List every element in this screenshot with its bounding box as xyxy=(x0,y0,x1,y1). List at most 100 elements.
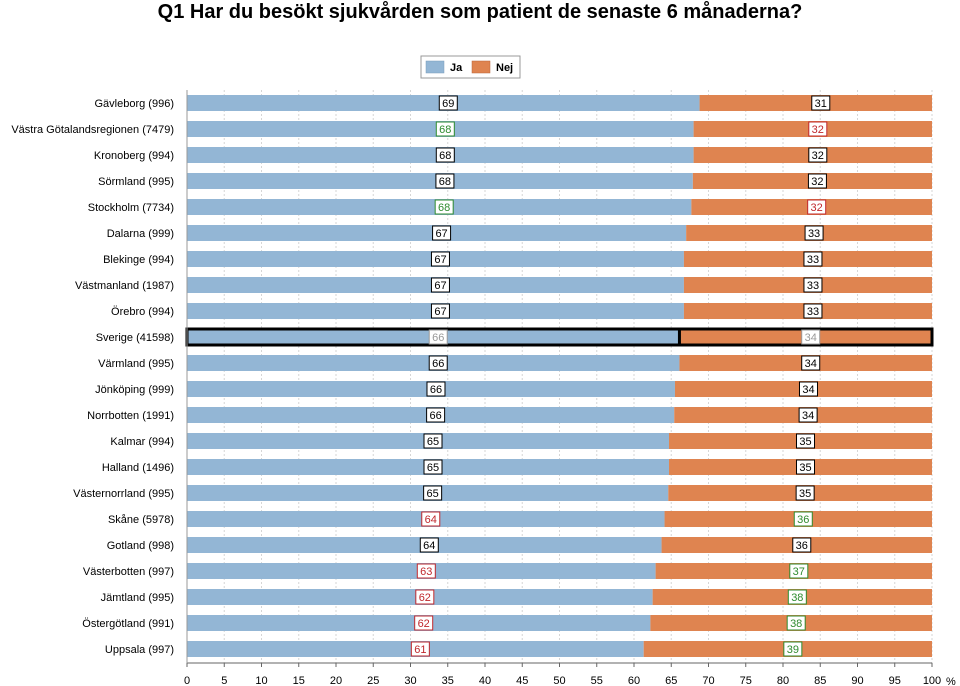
data-label-ja-box xyxy=(423,459,443,475)
data-label-ja: 68 xyxy=(438,202,450,214)
data-label-ja-box xyxy=(430,277,450,293)
data-label-ja-box xyxy=(432,225,452,241)
x-tick-label: 65 xyxy=(665,675,677,686)
data-label-nej: 38 xyxy=(790,618,802,630)
data-label-ja: 67 xyxy=(434,254,446,266)
data-label-nej-box xyxy=(789,563,809,579)
x-tick-label: 45 xyxy=(516,675,528,686)
category-label: Gävleborg (996) xyxy=(95,98,175,110)
data-label-nej: 33 xyxy=(807,254,819,266)
legend-box xyxy=(420,55,521,79)
data-label-ja: 65 xyxy=(427,462,439,474)
category-label: Uppsala (997) xyxy=(105,644,174,656)
data-label-nej: 32 xyxy=(812,124,824,136)
category-label: Dalarna (999) xyxy=(107,228,174,240)
data-label-ja-box xyxy=(435,147,455,163)
data-label-nej: 33 xyxy=(807,306,819,318)
data-label-ja: 65 xyxy=(427,436,439,448)
category-label: Norrbotten (1991) xyxy=(87,410,174,422)
data-label-nej-box xyxy=(803,303,823,319)
x-tick-label: 30 xyxy=(404,675,416,686)
data-label-ja-box xyxy=(423,485,443,501)
data-label-nej: 34 xyxy=(802,384,814,396)
x-tick-label: 80 xyxy=(777,675,789,686)
category-label: Jämtland (995) xyxy=(101,592,174,604)
category-label: Sverige (41598) xyxy=(96,332,174,344)
category-label: Kalmar (994) xyxy=(110,436,174,448)
data-label-nej: 34 xyxy=(802,410,814,422)
data-label-nej: 33 xyxy=(807,280,819,292)
x-axis-label: % xyxy=(946,676,956,686)
data-label-ja: 68 xyxy=(439,150,451,162)
x-tick-label: 75 xyxy=(740,675,752,686)
data-label-nej-box xyxy=(798,407,818,423)
data-label-ja: 66 xyxy=(430,384,442,396)
legend-swatch-ja xyxy=(425,60,445,74)
data-label-nej-box xyxy=(807,173,827,189)
category-label: Västernorrland (995) xyxy=(73,488,174,500)
data-label-nej: 36 xyxy=(797,514,809,526)
data-label-ja: 69 xyxy=(442,98,454,110)
x-tick-label: 90 xyxy=(851,675,863,686)
data-label-nej-box xyxy=(803,251,823,267)
data-label-ja: 62 xyxy=(418,618,430,630)
category-label: Jönköping (999) xyxy=(95,384,174,396)
data-label-ja-box xyxy=(434,199,454,215)
data-label-nej-box xyxy=(801,355,821,371)
data-label-nej: 34 xyxy=(805,332,817,344)
x-tick-label: 85 xyxy=(814,675,826,686)
x-tick-label: 60 xyxy=(628,675,640,686)
data-label-ja-box xyxy=(416,563,436,579)
legend-label-ja: Ja xyxy=(450,62,463,74)
data-label-nej-box xyxy=(803,277,823,293)
data-label-nej: 33 xyxy=(808,228,820,240)
data-label-ja-box xyxy=(415,589,435,605)
data-label-ja-box xyxy=(430,251,450,267)
data-label-nej-box xyxy=(796,459,816,475)
category-label: Gotland (998) xyxy=(107,540,174,552)
category-label: Örebro (994) xyxy=(111,306,174,318)
data-label-nej-box xyxy=(808,147,828,163)
data-label-ja: 67 xyxy=(434,280,446,292)
category-label: Värmland (995) xyxy=(98,358,174,370)
legend-swatch-nej xyxy=(471,60,491,74)
data-label-ja: 67 xyxy=(435,228,447,240)
data-label-ja-box xyxy=(430,303,450,319)
data-label-nej: 32 xyxy=(811,202,823,214)
data-label-nej: 35 xyxy=(799,436,811,448)
category-label: Skåne (5978) xyxy=(108,514,174,526)
data-label-ja-box xyxy=(423,433,443,449)
data-label-nej: 31 xyxy=(815,98,827,110)
data-label-nej-box xyxy=(792,537,812,553)
data-label-ja: 64 xyxy=(425,514,437,526)
data-label-ja-box xyxy=(428,355,448,371)
data-label-ja-box xyxy=(435,173,455,189)
data-label-nej: 38 xyxy=(791,592,803,604)
data-label-nej-box xyxy=(804,225,824,241)
data-label-ja: 63 xyxy=(420,566,432,578)
x-tick-label: 10 xyxy=(255,675,267,686)
data-label-nej-box xyxy=(808,121,828,137)
data-label-nej-box xyxy=(793,511,813,527)
data-label-ja: 67 xyxy=(434,306,446,318)
data-label-ja: 65 xyxy=(427,488,439,500)
data-label-ja-box xyxy=(426,407,446,423)
x-tick-label: 5 xyxy=(221,675,227,686)
x-tick-label: 100 xyxy=(923,675,941,686)
data-label-ja-box xyxy=(414,615,434,631)
x-tick-label: 40 xyxy=(479,675,491,686)
category-label: Västmanland (1987) xyxy=(75,280,174,292)
data-label-ja: 61 xyxy=(414,644,426,656)
data-label-nej-box xyxy=(807,199,827,215)
x-tick-label: 95 xyxy=(889,675,901,686)
data-label-ja: 66 xyxy=(432,358,444,370)
data-label-nej: 36 xyxy=(796,540,808,552)
data-label-ja: 66 xyxy=(429,410,441,422)
data-label-nej-box xyxy=(786,615,806,631)
data-label-nej-box xyxy=(783,641,803,657)
x-tick-label: 25 xyxy=(367,675,379,686)
x-tick-label: 35 xyxy=(442,675,454,686)
data-label-nej: 37 xyxy=(793,566,805,578)
data-label-nej: 35 xyxy=(799,462,811,474)
